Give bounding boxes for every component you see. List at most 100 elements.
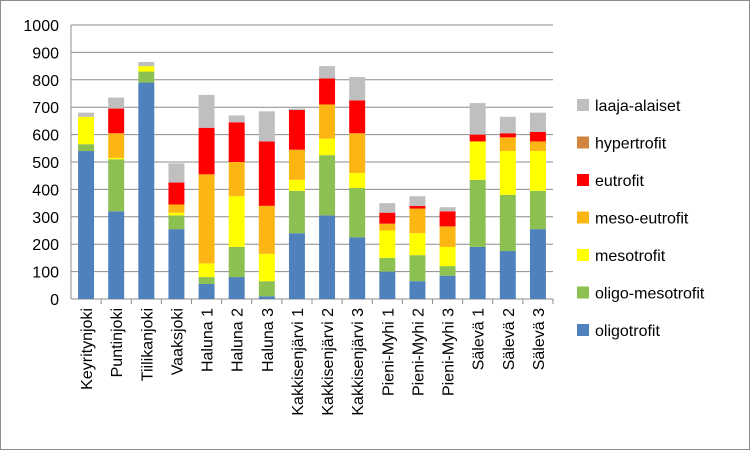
bar-segment <box>198 277 215 284</box>
bar-segment <box>228 246 245 278</box>
bar-segment <box>258 141 275 206</box>
bar-segment <box>288 233 305 299</box>
x-tick-label: Vaaksjoki <box>169 308 186 375</box>
bar-segment <box>258 281 275 297</box>
x-tick-label: Haluna 3 <box>260 308 277 372</box>
bar-segment <box>168 212 185 216</box>
bar-segment <box>379 212 396 224</box>
legend-swatch <box>577 249 589 261</box>
bar-segment <box>78 112 95 117</box>
bar-segment <box>108 133 125 158</box>
x-tick-label: Pieni-Myhi 3 <box>441 308 458 396</box>
bar-segment <box>469 134 486 142</box>
legend-label: meso-eutrofit <box>595 211 689 228</box>
bar-segment <box>439 275 456 299</box>
bar-segment <box>108 211 125 299</box>
bar-segment <box>258 253 275 282</box>
bar-segment <box>529 112 546 132</box>
bar-segment <box>288 108 305 110</box>
bar-segment <box>288 190 305 234</box>
bar-segment <box>319 104 336 139</box>
bar-segment <box>108 97 125 109</box>
bar-segment <box>168 163 185 183</box>
bar-segment <box>409 281 426 299</box>
bar-segment <box>499 151 516 195</box>
bar-segment <box>349 100 366 134</box>
x-tick-label: Kakkisenjärvi 1 <box>290 308 307 416</box>
bar-segment <box>499 133 516 138</box>
bar-segment <box>379 271 396 299</box>
bar-segment <box>258 296 275 299</box>
x-tick-label: Haluna 1 <box>200 308 217 372</box>
x-tick-label: Haluna 2 <box>230 308 247 372</box>
bar-segment <box>108 159 125 212</box>
x-tick-label: Pieni-Myhi 1 <box>380 308 397 396</box>
bar-segment <box>499 137 516 152</box>
x-tick-label: Sälevä 2 <box>501 308 518 370</box>
bar-segment <box>168 229 185 299</box>
bar-segment <box>439 246 456 267</box>
bar-segment <box>138 71 155 83</box>
y-tick-label: 300 <box>32 210 59 227</box>
y-tick-label: 200 <box>32 237 59 254</box>
bar-segment <box>469 179 486 247</box>
bar-segment <box>439 226 456 247</box>
y-tick-label: 100 <box>32 265 59 282</box>
bar-segment <box>349 188 366 238</box>
bar-segment <box>288 109 305 150</box>
legend-swatch <box>577 286 589 299</box>
y-tick-label: 400 <box>32 182 59 199</box>
bar-segment <box>409 233 426 256</box>
bar-segment <box>258 205 275 254</box>
legend-swatch <box>577 211 589 224</box>
bar-segment <box>349 172 366 189</box>
bar-segment <box>198 283 215 299</box>
bar-segment <box>379 230 396 258</box>
bar-segment <box>138 82 155 299</box>
bar-segment <box>529 190 546 230</box>
legend-label: eutrofit <box>595 173 644 190</box>
bar-segment <box>168 215 185 230</box>
bar-segment <box>319 215 336 299</box>
bar-segment <box>409 205 426 209</box>
bar-segment <box>319 78 336 105</box>
bar-segment <box>198 94 215 128</box>
legend-swatch <box>577 99 589 111</box>
x-tick-label: Tiilikanjoki <box>139 308 156 381</box>
bar-segment <box>439 207 456 212</box>
y-tick-label: 900 <box>32 45 59 62</box>
bar-segment <box>529 229 546 299</box>
bar-segment <box>439 266 456 276</box>
bar-segment <box>108 108 125 134</box>
bar-segment <box>78 144 95 152</box>
bar-segment <box>228 162 245 197</box>
bar-segment <box>108 157 125 160</box>
x-tick-label: Keyritynjoki <box>79 308 96 390</box>
legend-label: oligo-mesotrofit <box>595 286 705 303</box>
legend-label: hypertrofit <box>595 136 667 153</box>
bar-segment <box>469 103 486 135</box>
bar-segment <box>319 66 336 79</box>
bar-segment <box>198 127 215 175</box>
bar-segment <box>138 66 155 72</box>
bar-segment <box>168 204 185 213</box>
bar-segment <box>469 246 486 299</box>
x-tick-label: Sälevä 3 <box>531 308 548 370</box>
bar-segment <box>349 133 366 173</box>
legend-swatch <box>577 174 589 186</box>
legend-swatch <box>577 324 589 336</box>
bar-segment <box>288 179 305 191</box>
x-tick-label: Puntinjoki <box>109 308 126 377</box>
legend-label: mesotrofit <box>595 248 666 265</box>
y-tick-label: 700 <box>32 100 59 117</box>
bar-segment <box>168 182 185 205</box>
x-tick-label: Kakkisenjärvi 2 <box>320 308 337 416</box>
bar-segment <box>499 251 516 299</box>
bar-segment <box>409 208 426 234</box>
bar-segment <box>228 277 245 299</box>
bar-segment <box>288 149 305 180</box>
bar-segment <box>379 223 396 231</box>
bar-segment <box>349 237 366 299</box>
bar-segment <box>78 116 95 145</box>
